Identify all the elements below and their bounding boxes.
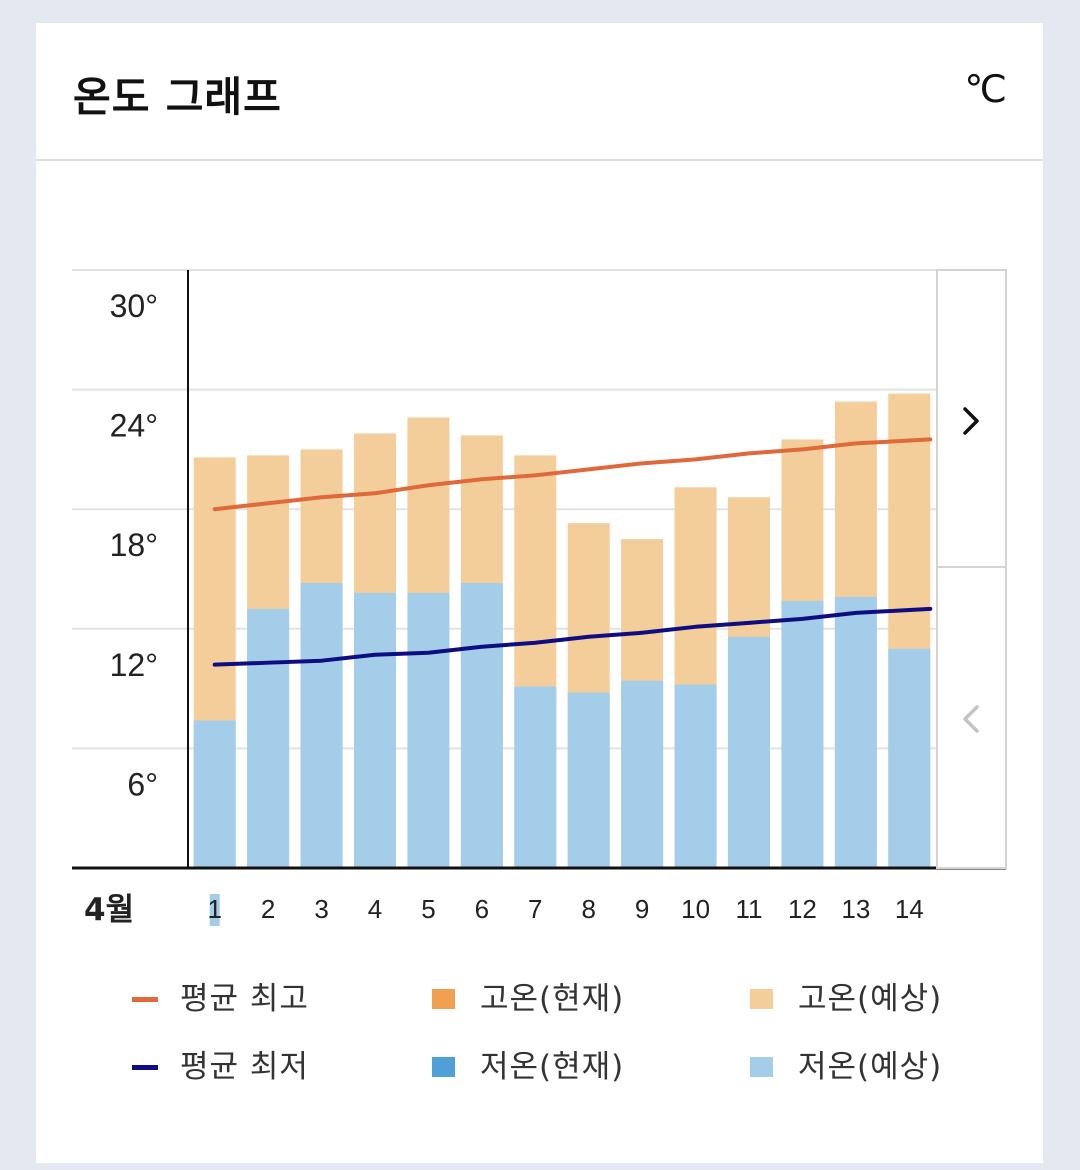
legend-label: 고온(현재) <box>480 981 625 1017</box>
low-bar-6 <box>460 582 503 868</box>
low-bar-8 <box>567 692 610 868</box>
legend-swatch <box>432 989 455 1009</box>
legend-label: 평균 최저 <box>180 1049 309 1085</box>
low-bar-12 <box>781 600 824 868</box>
x-tick-label: 4 <box>368 894 382 924</box>
nav-panel <box>936 269 1007 869</box>
chart-nav <box>936 269 1007 869</box>
x-tick-label: 1 <box>207 894 221 924</box>
month-label: 4월 <box>84 892 134 928</box>
low-bar-13 <box>834 596 877 868</box>
legend-swatch <box>132 997 158 1002</box>
legend-swatch <box>132 1065 158 1070</box>
average-lines <box>212 437 933 667</box>
x-tick-label: 12 <box>788 894 817 924</box>
low-bar-14 <box>888 648 931 868</box>
temperature-card: 온도 그래프 ℃ 30° 24° 18° 12° 6° 4월 1 2 3 4 5 6 7 8 9 10 11 1… <box>36 23 1043 1163</box>
x-tick-label: 14 <box>895 894 924 924</box>
x-tick-label: 5 <box>421 894 435 924</box>
x-axis-ticks: 4월 1 2 3 4 5 6 7 8 9 10 11 12 13 14 <box>84 892 924 928</box>
low-bar-5 <box>407 592 450 868</box>
avg-high-line <box>212 437 933 512</box>
low-bar-3 <box>300 582 343 868</box>
low-bars <box>193 582 931 868</box>
x-tick-label: 2 <box>261 894 275 924</box>
legend-swatch <box>432 1057 455 1077</box>
chevron-right-icon[interactable] <box>963 407 979 435</box>
y-tick-label: 30° <box>110 288 158 324</box>
legend-label: 고온(예상) <box>798 981 943 1017</box>
x-tick-label: 11 <box>736 894 763 924</box>
selected-day-marker <box>209 894 220 926</box>
page-title: 온도 그래프 <box>73 73 282 121</box>
low-bar-10 <box>674 684 717 868</box>
low-bar-4 <box>354 592 396 868</box>
legend-swatch <box>750 1057 773 1077</box>
y-axis-ticks: 30° 24° 18° 12° 6° <box>110 288 158 802</box>
x-tick-label: 10 <box>681 894 710 924</box>
x-tick-label: 6 <box>475 894 489 924</box>
avg-low-line <box>212 606 933 667</box>
low-bar-2 <box>247 608 290 868</box>
x-tick-label: 13 <box>841 894 870 924</box>
legend-label: 저온(현재) <box>480 1049 625 1085</box>
legend-label: 평균 최고 <box>180 981 309 1017</box>
x-tick-label: 9 <box>635 894 649 924</box>
unit-toggle[interactable]: ℃ <box>964 67 1007 111</box>
y-tick-label: 24° <box>110 408 158 444</box>
temperature-chart: 30°24°18°12°6° 4월 1 2 3 4 5 6 7 8 9 10 11 12 13 14 <box>72 269 1007 928</box>
low-bar-7 <box>514 686 557 868</box>
legend-label: 저온(예상) <box>798 1049 943 1085</box>
x-tick-label: 8 <box>581 894 595 924</box>
x-tick-label: 7 <box>528 894 542 924</box>
y-tick-label: 12° <box>110 647 158 683</box>
y-tick-label: 18° <box>110 527 158 563</box>
low-bar-9 <box>621 680 664 868</box>
legend-swatch <box>750 989 773 1009</box>
card-header: 온도 그래프 ℃ <box>36 23 1043 161</box>
low-bar-1 <box>193 720 236 868</box>
x-tick-label: 3 <box>314 894 328 924</box>
chart-axes <box>72 270 1006 870</box>
y-tick-label: 6° <box>127 766 158 802</box>
chevron-left-icon[interactable] <box>963 705 979 733</box>
low-bar-11 <box>728 636 770 868</box>
